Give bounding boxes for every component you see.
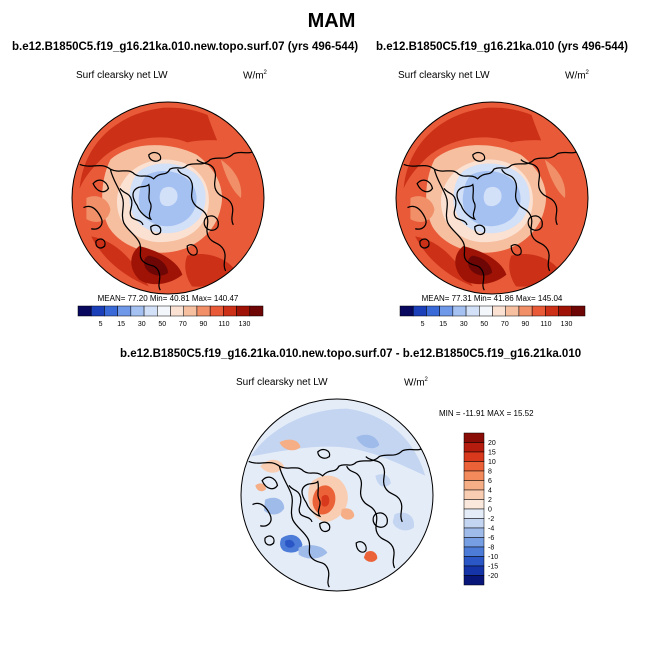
panel3-colorbar-box [463, 480, 485, 491]
panel3-colorbar-box [463, 575, 485, 586]
panel2-colorbar: 5 15 30 50 70 90 110 130 [399, 305, 586, 328]
panel3-colorbar-box [463, 470, 485, 481]
panel3-colorbar-tick-label: 20 [488, 440, 496, 447]
panel1-colorbar-box [183, 305, 198, 317]
panel3-colorbar-box [463, 556, 485, 567]
panel3-colorbar-box [463, 489, 485, 500]
panel1-colorbar-tick-label: 70 [179, 321, 187, 328]
panel2-colorbar-tick-label: 90 [521, 321, 529, 328]
panel3-min-max-stats: MIN = -11.91 MAX = 15.52 [439, 409, 534, 418]
panel3-colorbar-box [463, 546, 485, 557]
panel2-colorbar-box [531, 305, 546, 317]
panel3-colorbar-box [463, 527, 485, 538]
panel2-stats: MEAN= 77.31 Min= 41.86 Max= 145.04 [422, 294, 563, 303]
panel3-colorbar-tick-label: -4 [488, 526, 494, 533]
panel2-colorbar-box [518, 305, 533, 317]
panel3-colorbar-tick-label: 15 [488, 450, 496, 457]
panel3-units: W/m2 [404, 377, 428, 389]
panel2-colorbar-tick-label: 70 [501, 321, 509, 328]
panel1-colorbar-tick-label: 90 [199, 321, 207, 328]
panel1-colorbar-box [223, 305, 237, 317]
panel1-colorbar-tick-label: 30 [138, 321, 146, 328]
panel2-colorbar-box [492, 305, 506, 317]
panel1-colorbar-box [77, 305, 92, 317]
panel2-colorbar-tick-label: 15 [439, 321, 447, 328]
panel1-colorbar-box [236, 305, 251, 317]
panel2-run-title: b.e12.B1850C5.f19_g16.21ka.010 (yrs 496-… [376, 41, 628, 53]
panel1-colorbar-box [157, 305, 171, 317]
panel2-polar-map [395, 101, 589, 295]
panel2-colorbar-box [545, 305, 559, 317]
panel1-colorbar-box [130, 305, 145, 317]
panel1-variable-label: Surf clearsky net LW [76, 70, 168, 81]
panel1-colorbar-box [90, 305, 105, 317]
panel3-colorbar-box [463, 518, 485, 529]
panel1-units: W/m2 [243, 70, 267, 82]
panel3-colorbar-box [463, 499, 485, 510]
panel3-run-title: b.e12.B1850C5.f19_g16.21ka.010.new.topo.… [120, 348, 582, 360]
panel3-colorbar-box [463, 461, 485, 472]
panel2-colorbar-box [439, 305, 454, 317]
panel3-colorbar-tick-label: -15 [488, 564, 498, 571]
panel1-run-title: b.e12.B1850C5.f19_g16.21ka.010.new.topo.… [12, 41, 359, 53]
panel1-colorbar-tick-label: 50 [158, 321, 166, 328]
panel2-colorbar-tick-label: 5 [421, 321, 425, 328]
panel1-colorbar-box [209, 305, 224, 317]
panel3-colorbar-tick-label: 6 [488, 478, 492, 485]
panel2-colorbar-tick-label: 30 [460, 321, 468, 328]
panel2-colorbar-box [571, 305, 586, 317]
panel1-colorbar-box [196, 305, 211, 317]
panel1-colorbar-tick-label: 110 [218, 321, 229, 328]
panel3-colorbar-box [463, 442, 485, 453]
panel3-colorbar-box [463, 432, 485, 443]
panel2-units: W/m2 [565, 70, 589, 82]
panel1-stats: MEAN= 77.20 Min= 40.81 Max= 140.47 [98, 294, 239, 303]
panel2-variable-label: Surf clearsky net LW [398, 70, 490, 81]
panel3-colorbar-box [463, 508, 485, 519]
panel1-colorbar-box [117, 305, 132, 317]
panel3-colorbar-tick-label: 0 [488, 507, 492, 514]
panel2-colorbar-box [558, 305, 573, 317]
panel2-colorbar-box [465, 305, 480, 317]
panel2-colorbar-tick-label: 110 [540, 321, 551, 328]
panel3-colorbar-tick-label: 4 [488, 488, 492, 495]
panel1-colorbar-box [143, 305, 158, 317]
panel2-colorbar-box [479, 305, 493, 317]
panel2-colorbar-box [426, 305, 440, 317]
panel1-polar-map [71, 101, 265, 295]
panel1-colorbar-tick-label: 15 [117, 321, 125, 328]
panel3-colorbar-tick-label: -10 [488, 554, 498, 561]
panel3-colorbar-box [463, 537, 485, 548]
panel2-colorbar-box [505, 305, 520, 317]
panel3-colorbar-tick-label: 2 [488, 497, 492, 504]
panel1-colorbar-box [104, 305, 118, 317]
panel1-colorbar: 5 15 30 50 70 90 110 130 [77, 305, 264, 328]
panel2-colorbar-tick-label: 130 [561, 321, 573, 328]
panel2-colorbar-box [412, 305, 427, 317]
panel3-colorbar-tick-label: 10 [488, 459, 496, 466]
panel3-colorbar-tick-label: -20 [488, 573, 498, 580]
panel3-colorbar-tick-label: -2 [488, 516, 494, 523]
panel3-colorbar-tick-label: -6 [488, 535, 494, 542]
panel2-colorbar-tick-label: 50 [480, 321, 488, 328]
figure-title: MAM [307, 10, 356, 32]
panel2-colorbar-box [399, 305, 414, 317]
panel1-colorbar-tick-label: 130 [239, 321, 251, 328]
panel2-colorbar-box [452, 305, 467, 317]
panel1-colorbar-box [170, 305, 184, 317]
panel3-colorbar-box [463, 451, 485, 462]
panel3-colorbar-box [463, 565, 485, 576]
panel1-colorbar-tick-label: 5 [99, 321, 103, 328]
panel3-polar-map [240, 398, 434, 592]
panel3-colorbar-tick-label: -8 [488, 545, 494, 552]
panel3-colorbar-tick-label: 8 [488, 469, 492, 476]
panel3-variable-label: Surf clearsky net LW [236, 377, 328, 388]
panel1-colorbar-box [249, 305, 264, 317]
